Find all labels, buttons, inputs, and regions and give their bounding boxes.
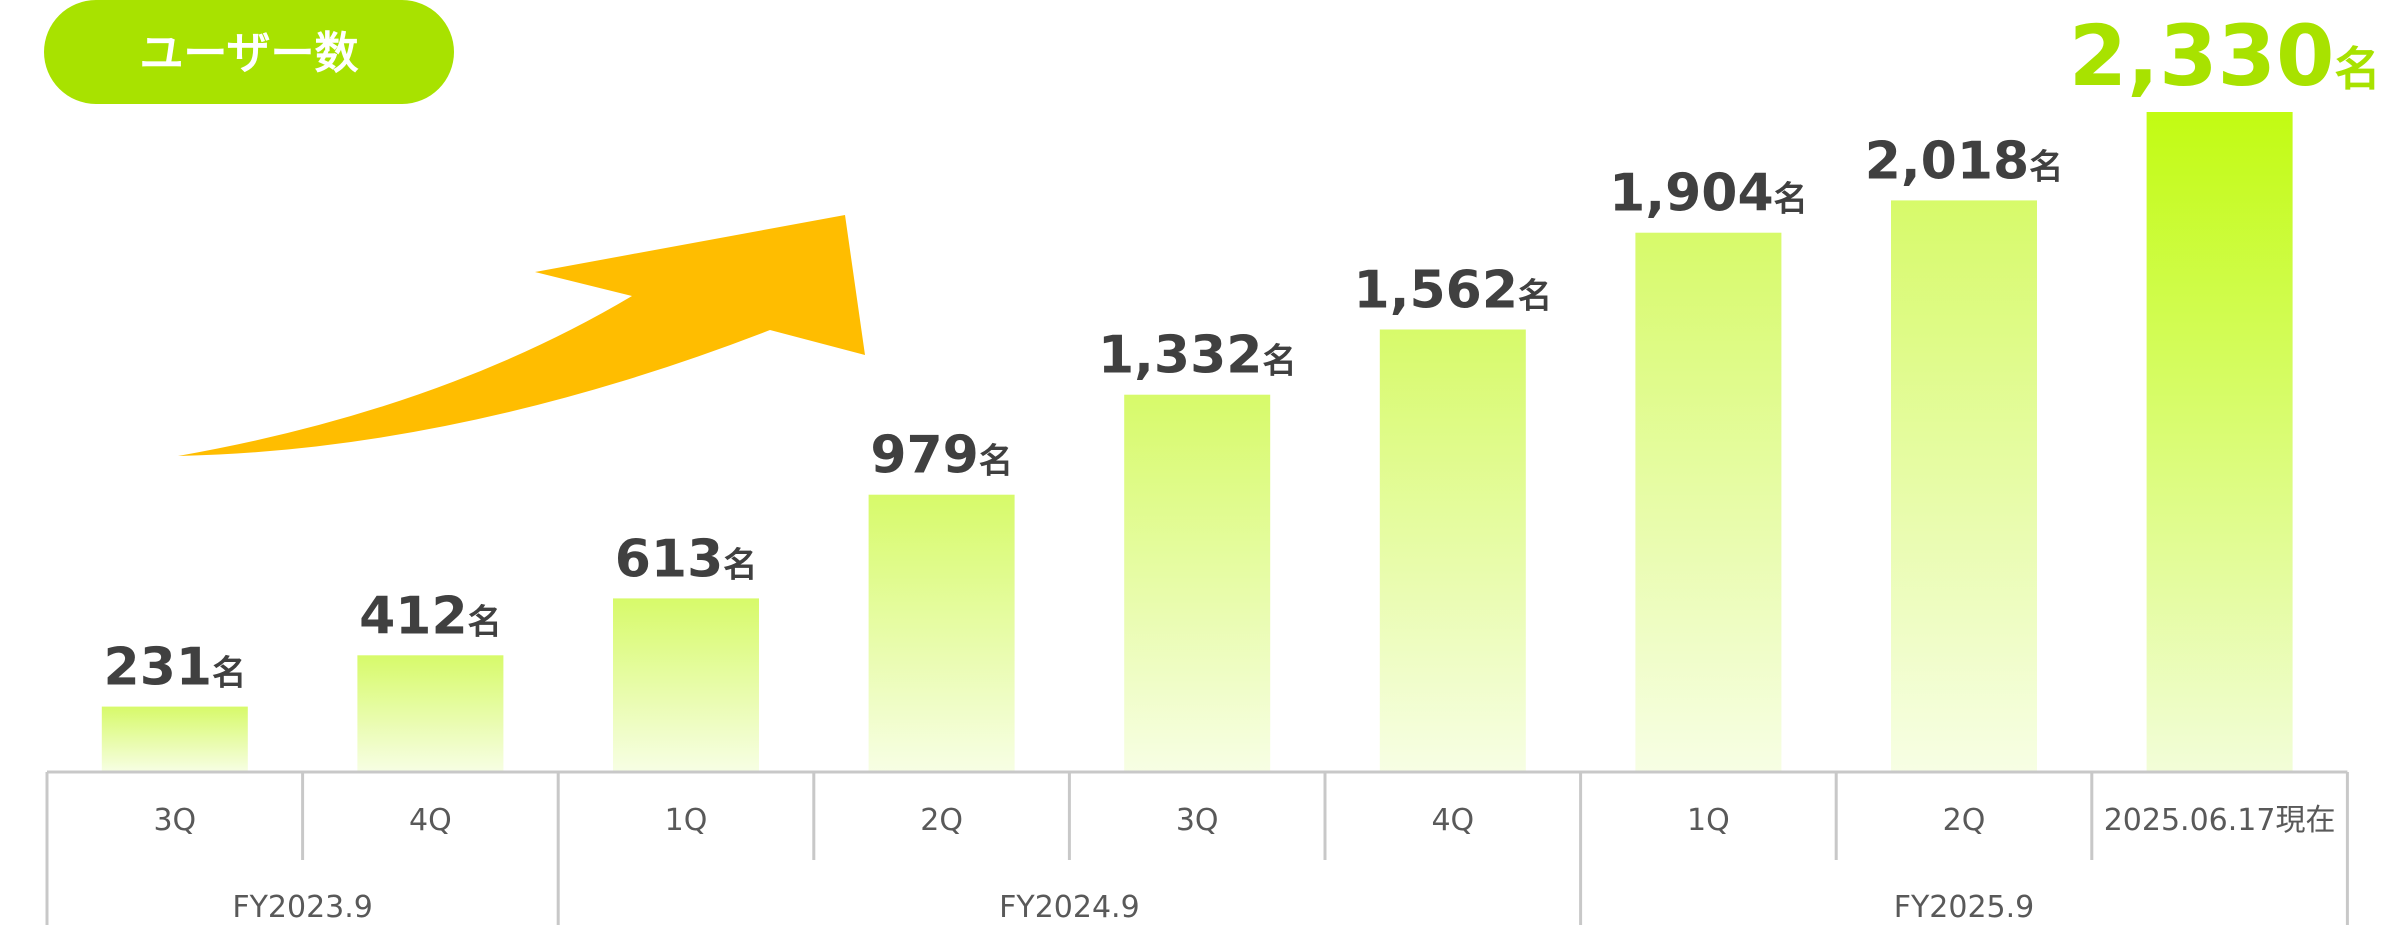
- bar: [868, 494, 1015, 772]
- bar: [1635, 232, 1782, 772]
- fiscal-year-group-label: FY2023.9: [232, 890, 373, 925]
- bar-value-unit: 名: [979, 442, 1013, 482]
- badge-label: ユーザー数: [139, 28, 358, 79]
- bars-layer: [101, 112, 2293, 772]
- category-tick-label: 2025.06.17現在: [2104, 803, 2336, 838]
- bar-value-number: 1,562: [1354, 261, 1518, 321]
- bar-value-unit: 名: [723, 545, 757, 585]
- bar: [357, 655, 504, 772]
- fiscal-year-group-label: FY2024.9: [999, 890, 1140, 925]
- category-tick-label: 1Q: [1687, 803, 1730, 838]
- bar-value-label: 412名: [359, 586, 502, 646]
- bar-value-unit: 名: [1262, 342, 1296, 382]
- bar-value-number: 231: [104, 638, 213, 698]
- bar-value-unit: 名: [2334, 42, 2380, 96]
- value-labels-layer: 231名412名613名979名1,332名1,562名1,904名2,018名…: [104, 7, 2381, 698]
- category-tick-label: 2Q: [920, 803, 963, 838]
- bar-value-label: 2,330名: [2069, 7, 2381, 105]
- bar-value-label: 1,332名: [1098, 326, 1296, 386]
- bar-value-label: 1,562名: [1354, 261, 1552, 321]
- bar: [613, 598, 759, 772]
- bar-value-label: 1,904名: [1609, 164, 1807, 224]
- category-tick-label: 3Q: [1176, 803, 1219, 838]
- bar-value-label: 979名: [870, 426, 1013, 486]
- bar-value-label: 231名: [104, 638, 247, 698]
- fiscal-year-group-label: FY2025.9: [1894, 890, 2035, 925]
- bar-value-unit: 名: [1518, 277, 1552, 317]
- bar-value-unit: 名: [1774, 180, 1808, 220]
- bar: [1379, 329, 1526, 772]
- bar-value-number: 1,904: [1609, 164, 1773, 224]
- bar-value-unit: 名: [468, 602, 502, 642]
- category-tick-label: 1Q: [665, 803, 708, 838]
- bar: [1891, 200, 2037, 772]
- bar-value-unit: 名: [2029, 147, 2063, 187]
- bar-value-number: 613: [615, 529, 724, 589]
- bar-value-number: 412: [359, 586, 468, 646]
- user-count-badge: ユーザー数: [44, 0, 454, 104]
- badge-pill: [44, 0, 454, 104]
- bar-value-number: 2,330: [2069, 7, 2335, 105]
- bar: [2146, 112, 2293, 772]
- bar-value-number: 1,332: [1098, 326, 1262, 386]
- bar-value-number: 979: [870, 426, 979, 486]
- category-tick-label: 3Q: [153, 803, 196, 838]
- category-tick-label: 2Q: [1943, 803, 1986, 838]
- bar: [101, 706, 248, 772]
- bar: [1124, 394, 1271, 772]
- bar-value-label: 613名: [615, 529, 758, 589]
- bar-value-number: 2,018: [1865, 131, 2029, 191]
- category-axis: 3Q 4Q 1Q 2Q 3Q 4Q 1Q 2Q 2025.06.17現在 FY2023.9 FY20…: [45, 770, 2349, 925]
- bar-value-unit: 名: [212, 654, 246, 694]
- bar-value-label: 2,018名: [1865, 131, 2063, 191]
- category-tick-label: 4Q: [1431, 803, 1474, 838]
- growth-arrow-icon: [178, 215, 865, 456]
- category-tick-label: 4Q: [409, 803, 452, 838]
